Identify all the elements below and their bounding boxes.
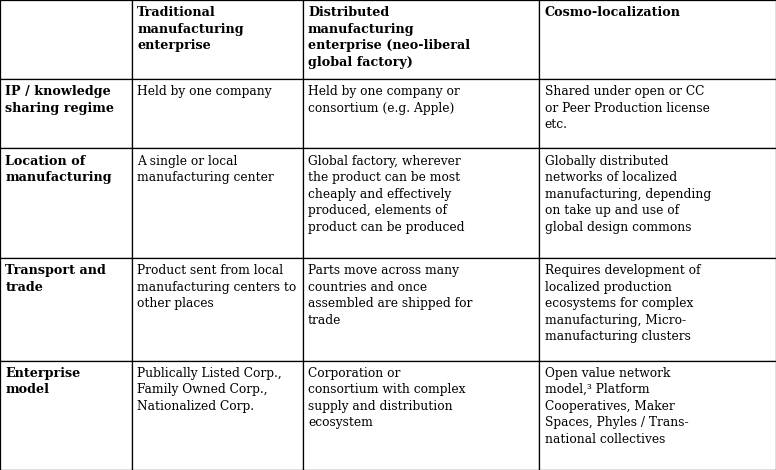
Text: Shared under open or CC
or Peer Production license
etc.: Shared under open or CC or Peer Producti… — [545, 85, 709, 131]
Bar — [539, 0, 776, 79]
Bar — [539, 360, 776, 470]
Text: Global factory, wherever
the product can be most
cheaply and effectively
produce: Global factory, wherever the product can… — [308, 155, 465, 234]
Bar — [303, 0, 539, 79]
Text: Product sent from local
manufacturing centers to
other places: Product sent from local manufacturing ce… — [137, 264, 296, 310]
Bar — [539, 258, 776, 360]
Text: IP / knowledge
sharing regime: IP / knowledge sharing regime — [5, 85, 114, 115]
Text: Distributed
manufacturing
enterprise (neo-liberal
global factory): Distributed manufacturing enterprise (ne… — [308, 6, 470, 69]
Bar — [0, 149, 132, 258]
Text: Held by one company: Held by one company — [137, 85, 272, 98]
Text: Globally distributed
networks of localized
manufacturing, depending
on take up a: Globally distributed networks of localiz… — [545, 155, 711, 234]
Bar — [303, 258, 539, 360]
Bar — [132, 258, 303, 360]
Text: Held by one company or
consortium (e.g. Apple): Held by one company or consortium (e.g. … — [308, 85, 459, 115]
Bar — [132, 0, 303, 79]
Bar — [539, 79, 776, 149]
Text: Open value network
model,³ Platform
Cooperatives, Maker
Spaces, Phyles / Trans-
: Open value network model,³ Platform Coop… — [545, 367, 688, 446]
Text: Enterprise
model: Enterprise model — [5, 367, 81, 396]
Text: Corporation or
consortium with complex
supply and distribution
ecosystem: Corporation or consortium with complex s… — [308, 367, 466, 429]
Bar — [0, 79, 132, 149]
Bar — [132, 149, 303, 258]
Text: Cosmo-localization: Cosmo-localization — [545, 6, 681, 19]
Text: Parts move across many
countries and once
assembled are shipped for
trade: Parts move across many countries and onc… — [308, 264, 473, 327]
Bar — [303, 360, 539, 470]
Bar — [0, 360, 132, 470]
Text: Publically Listed Corp.,
Family Owned Corp.,
Nationalized Corp.: Publically Listed Corp., Family Owned Co… — [137, 367, 282, 413]
Text: Transport and
trade: Transport and trade — [5, 264, 106, 294]
Bar — [0, 0, 132, 79]
Bar — [539, 149, 776, 258]
Text: Location of
manufacturing: Location of manufacturing — [5, 155, 112, 184]
Text: A single or local
manufacturing center: A single or local manufacturing center — [137, 155, 274, 184]
Bar — [303, 149, 539, 258]
Text: Traditional
manufacturing
enterprise: Traditional manufacturing enterprise — [137, 6, 244, 52]
Text: Requires development of
localized production
ecosystems for complex
manufacturin: Requires development of localized produc… — [545, 264, 700, 343]
Bar — [132, 79, 303, 149]
Bar — [303, 79, 539, 149]
Bar — [132, 360, 303, 470]
Bar — [0, 258, 132, 360]
